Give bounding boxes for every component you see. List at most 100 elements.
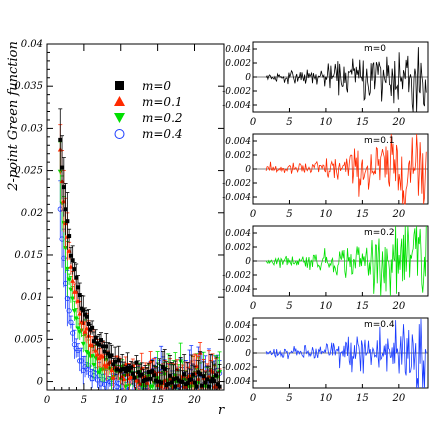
main-x-tick-label: 0: [44, 395, 51, 406]
main-y-tick-label: 0.01: [21, 292, 43, 303]
data-point: [77, 358, 83, 364]
data-point: [86, 351, 92, 356]
residual-y-tick-label: -0.002: [222, 87, 251, 97]
main-y-tick-label: 0.015: [14, 250, 43, 261]
data-point: [91, 362, 97, 368]
legend-marker-m02: [114, 113, 125, 123]
residual-y-tick-label: -0.004: [222, 377, 251, 387]
data-point: [100, 354, 106, 359]
data-point: [70, 258, 75, 263]
residual-panel-label-m04: m=0.4: [364, 320, 395, 330]
data-point: [166, 381, 171, 386]
data-point: [59, 236, 65, 242]
data-point: [132, 375, 137, 380]
data-point: [208, 379, 213, 384]
data-point: [162, 367, 167, 372]
data-point: [145, 377, 150, 382]
main-x-tick-label: 5: [81, 395, 87, 406]
data-point: [130, 371, 135, 376]
residual-y-tick-label: -0.004: [222, 193, 251, 203]
residual-panel-m04: 0.004 0.002 0 -0.002 -0.004 0 5 10 15 20 m=0.4: [222, 317, 429, 404]
main-plot-frame: [46, 43, 225, 391]
data-point: [139, 372, 144, 377]
residual-x-tick-label: 15: [356, 393, 369, 404]
data-point: [201, 374, 206, 379]
data-point: [100, 344, 105, 349]
residual-y-tick-label: 0.004: [225, 321, 251, 331]
data-point: [194, 384, 199, 389]
data-point: [63, 245, 69, 251]
data-point: [127, 368, 132, 373]
main-y-tick-label: 0.03: [21, 123, 43, 134]
residual-y-tick-label: 0.004: [225, 45, 251, 55]
residual-x-tick-label: 10: [320, 301, 333, 312]
data-point: [114, 367, 119, 372]
data-point: [71, 309, 77, 314]
data-point: [149, 384, 155, 390]
residual-x-tick-label: 20: [391, 209, 405, 220]
residual-y-tick-label: 0: [245, 73, 251, 83]
residual-x-tick-label: 5: [286, 117, 292, 128]
main-green-function-plot: 0 0.005 0.01 0.015 0.02 0.025 0.03 0.035 0.04 0 5…: [6, 39, 225, 418]
residual-line: [265, 133, 427, 205]
data-point: [61, 185, 66, 190]
data-point: [96, 355, 102, 361]
data-point: [210, 377, 215, 382]
residual-panel-m0: 0.004 0.002 0 -0.002 -0.004 0 5 10 15 20 m=0: [222, 41, 429, 128]
residual-y-tick-label: 0.002: [225, 335, 251, 345]
data-point: [82, 329, 88, 334]
residual-y-tick-label: -0.002: [222, 363, 251, 373]
residual-y-tick-label: -0.004: [222, 285, 251, 295]
data-point: [123, 384, 129, 390]
data-point: [173, 384, 178, 389]
residual-x-tick-label: 15: [356, 301, 369, 312]
data-point: [169, 380, 174, 385]
data-point: [66, 248, 72, 253]
data-point: [205, 377, 210, 382]
legend-label-m0: m=0: [142, 79, 171, 93]
data-point: [70, 296, 76, 301]
data-point: [96, 370, 102, 376]
main-y-tick-label: 0.02: [21, 208, 43, 219]
data-point: [72, 267, 77, 272]
data-point: [81, 308, 86, 313]
data-point: [121, 367, 126, 372]
data-point: [111, 362, 116, 367]
residual-y-tick-label: 0: [245, 257, 251, 267]
legend-label-m04: m=0.4: [142, 127, 183, 141]
data-point: [148, 358, 154, 364]
legend-marker-m01: [114, 96, 125, 106]
residual-x-tick-label: 5: [286, 393, 292, 404]
legend-marker-m04: [114, 129, 125, 139]
residual-y-tick-label: 0.002: [225, 151, 251, 161]
data-point: [75, 285, 80, 290]
data-point: [60, 165, 65, 170]
residual-x-tick-label: 15: [356, 209, 369, 220]
data-point: [159, 380, 164, 385]
data-point: [93, 348, 99, 353]
data-point: [73, 316, 79, 321]
data-point: [217, 384, 222, 389]
data-point: [215, 382, 220, 387]
data-point: [109, 353, 114, 358]
main-x-axis-title: r: [218, 403, 225, 418]
residual-panel-label-m0: m=0: [364, 44, 386, 54]
residual-x-tick-label: 10: [320, 117, 333, 128]
series-m=0: [58, 108, 222, 390]
data-point: [104, 344, 109, 349]
data-point: [94, 377, 101, 383]
data-point: [78, 358, 85, 364]
data-point: [123, 361, 129, 367]
legend-label-m02: m=0.2: [142, 111, 183, 125]
data-point: [116, 381, 122, 387]
main-data-points: [57, 108, 223, 390]
data-point: [185, 381, 190, 386]
data-point: [116, 358, 121, 363]
main-x-tick-label: 10: [114, 395, 127, 406]
data-point: [80, 341, 86, 347]
data-point: [171, 377, 176, 382]
data-point: [74, 275, 79, 280]
data-point: [67, 234, 72, 239]
residual-x-tick-label: 20: [391, 393, 405, 404]
